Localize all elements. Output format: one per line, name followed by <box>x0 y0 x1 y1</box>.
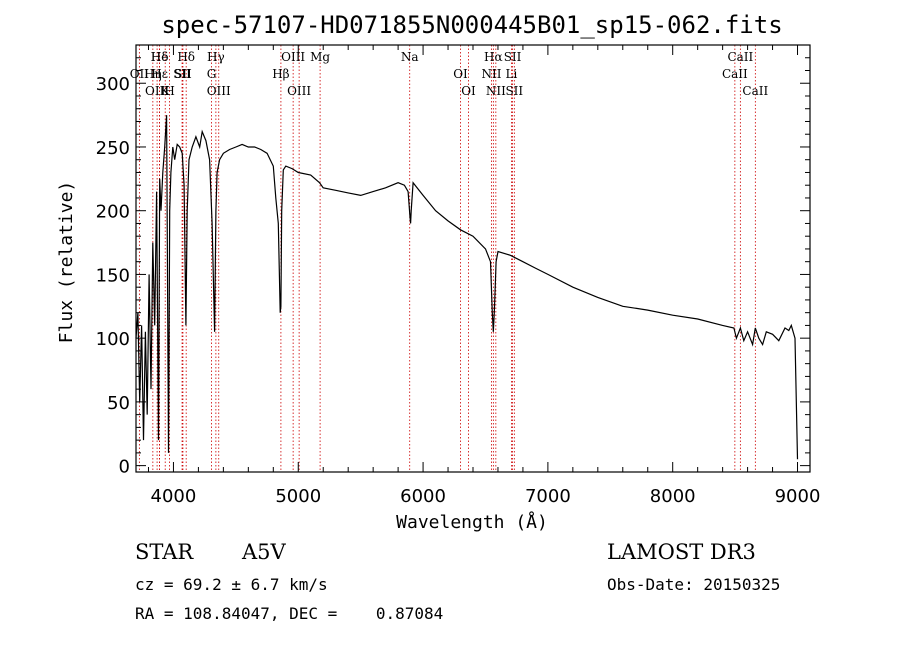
axis-ticks: 4000 5000 6000 7000 8000 9000 0 50 100 150 200 250 3… <box>96 45 821 507</box>
spectral-line-label: SII <box>173 67 191 81</box>
spectral-line-label: K <box>161 84 171 98</box>
spectral-line-label: Hη <box>144 67 162 81</box>
spectral-line-label: OIII <box>281 50 305 64</box>
subclass: A5V <box>242 540 286 564</box>
spectral-line-label: OII <box>130 67 150 81</box>
spectral-line-label: NII <box>481 67 501 81</box>
spectral-line-label: Li <box>506 67 518 81</box>
y-axis-label: Flux (relative) <box>56 181 77 344</box>
obs-date: Obs-Date: 20150325 <box>607 575 781 594</box>
spectral-line-label: Na <box>401 50 419 64</box>
y-tick-label: 100 <box>96 329 130 350</box>
y-tick-label: 200 <box>96 202 130 223</box>
spectral-line-label: Hε <box>151 67 168 81</box>
x-tick-label: 8000 <box>650 486 696 507</box>
spectral-line-label: Mg <box>310 50 330 64</box>
y-tick-label: 250 <box>96 138 130 159</box>
spectral-line-label: CaII <box>727 50 753 64</box>
spectral-line-label: CaII <box>742 84 768 98</box>
redshift-readout: cz = 69.2 ± 6.7 km/s <box>135 575 328 594</box>
spectral-line-label: OIII <box>207 84 231 98</box>
spectral-line-label: OI <box>453 67 468 81</box>
x-tick-label: 6000 <box>400 486 446 507</box>
spectral-line-label: Hγ <box>207 50 225 64</box>
spectral-line-labels: HδOIIOIIIHεHηKHeSIIHHδSIIOIIIHγGOIIIOIII… <box>130 50 769 98</box>
coordinates: RA = 108.84047, DEC = 0.87084 <box>135 604 444 623</box>
y-tick-label: 150 <box>96 265 130 286</box>
y-tick-label: 300 <box>96 74 130 95</box>
spectral-line-label: G <box>207 67 217 81</box>
spectral-line-label: Hδ <box>177 50 195 64</box>
x-tick-label: 5000 <box>275 486 321 507</box>
x-tick-label: 4000 <box>151 486 197 507</box>
spectral-line-markers <box>138 45 756 472</box>
spectral-line-label: SII <box>174 67 192 81</box>
spectral-line-label: NII <box>486 84 506 98</box>
plot-frame <box>135 44 811 473</box>
spectral-line-label: CaII <box>722 67 748 81</box>
spectral-line-label: Hα <box>484 50 503 64</box>
spectral-line-label: SII <box>505 84 523 98</box>
spectral-line-label: SII <box>504 50 522 64</box>
spectral-line-label: H <box>164 84 174 98</box>
y-tick-label: 50 <box>107 393 130 414</box>
x-axis-label: Wavelength (Å) <box>396 511 548 533</box>
chart-title: spec-57107-HD071855N000445B01_sp15-062.f… <box>161 11 782 39</box>
spectral-line-label: Hδ <box>151 50 169 64</box>
survey-name: LAMOST DR3 <box>607 540 756 564</box>
spectral-line-label: OIII <box>145 84 169 98</box>
spectral-line-label: OIII <box>287 84 311 98</box>
spectral-line-label: He <box>151 50 169 64</box>
x-tick-label: 7000 <box>525 486 571 507</box>
spectrum-line <box>135 115 799 460</box>
y-tick-label: 0 <box>119 457 130 478</box>
spectral-line-label: Hβ <box>272 67 289 81</box>
spectral-line-label: OI <box>461 84 476 98</box>
object-type: STAR <box>135 540 194 564</box>
x-tick-label: 9000 <box>775 486 821 507</box>
